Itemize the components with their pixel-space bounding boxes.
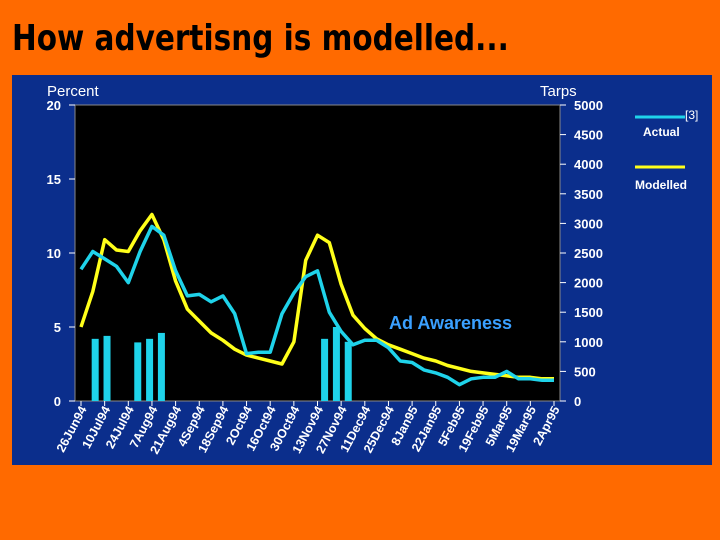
chart-svg: Percent Tarps 0 5 10 15 20 0 500 1000 1500 2000 2…	[47, 83, 699, 456]
tarps-bars	[91, 327, 352, 401]
left-axis-ticks: 0 5 10 15 20	[47, 98, 75, 409]
x-axis-ticks: 26Jun9410Jul9424Jul947Aug9421Aug944Sep94…	[54, 401, 563, 456]
tarps-bar	[103, 335, 111, 401]
right-tick-label: 1500	[574, 305, 603, 320]
tarps-bar	[332, 327, 340, 401]
right-tick-label: 1000	[574, 335, 603, 350]
ad-awareness-annotation: Ad Awareness	[389, 313, 512, 333]
chart-panel: Percent Tarps 0 5 10 15 20 0 500 1000 1500 2000 2…	[12, 75, 712, 465]
tarps-bar	[91, 338, 99, 401]
tarps-bar	[157, 332, 165, 401]
legend-ref: [3]	[685, 108, 698, 122]
right-axis-ticks: 0 500 1000 1500 2000 2500 3000 3500 4000 4500 5000	[560, 98, 603, 409]
legend-modelled-label: Modelled	[635, 178, 687, 192]
left-tick-label: 5	[54, 320, 61, 335]
right-tick-label: 4000	[574, 157, 603, 172]
plot-area	[75, 105, 560, 401]
right-tick-label: 3000	[574, 216, 603, 231]
series-lines	[79, 212, 554, 387]
right-tick-label: 3500	[574, 187, 603, 202]
tarps-bar	[146, 338, 154, 401]
right-tick-label: 2500	[574, 246, 603, 261]
right-axis-label: Tarps	[540, 83, 577, 100]
legend-actual-label: Actual	[643, 125, 680, 139]
left-tick-label: 10	[47, 246, 61, 261]
actual-line	[79, 224, 554, 387]
right-tick-label: 4500	[574, 128, 603, 143]
left-tick-label: 20	[47, 98, 61, 113]
slide-title: How advertisng is modelled...	[12, 18, 509, 59]
left-tick-label: 0	[54, 394, 61, 409]
tarps-bar	[134, 342, 142, 401]
tarps-bar	[321, 338, 329, 401]
right-tick-label: 2000	[574, 276, 603, 291]
right-tick-label: 500	[574, 364, 596, 379]
right-tick-label: 5000	[574, 98, 603, 113]
right-tick-label: 0	[574, 394, 581, 409]
tarps-bar	[344, 341, 352, 401]
left-axis-label: Percent	[47, 83, 100, 100]
left-tick-label: 15	[47, 172, 61, 187]
